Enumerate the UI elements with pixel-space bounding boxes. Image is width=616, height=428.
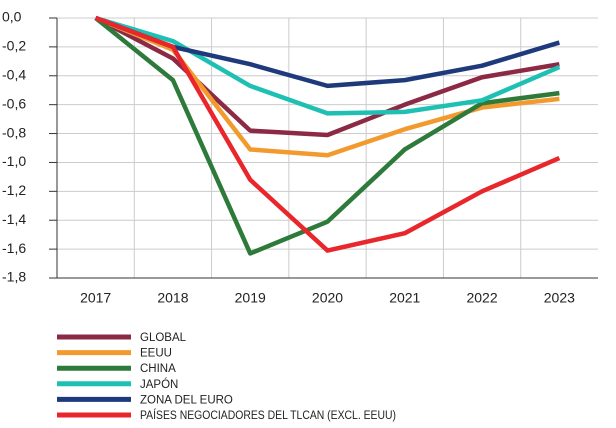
y-tick-label: -0,2 [2, 38, 26, 54]
x-tick-label: 2022 [466, 290, 497, 306]
x-tick-label: 2018 [157, 290, 188, 306]
legend-label: PAÍSES NEGOCIADORES DEL TLCAN (EXCL. EEU… [140, 409, 396, 422]
series-line [94, 15, 561, 116]
legend-label: ZONA DEL EURO [140, 394, 233, 406]
x-tick-label: 2019 [235, 290, 266, 306]
series-line [94, 15, 561, 253]
y-tick-label: -0,8 [2, 124, 26, 140]
legend-label: JAPÓN [140, 378, 178, 391]
y-tick-label: -1,0 [2, 153, 26, 169]
y-tick-label: -1,2 [2, 182, 26, 198]
y-tick-label: -1,6 [2, 240, 26, 256]
y-tick-label: -1,8 [2, 269, 26, 285]
x-tick-label: 2017 [80, 290, 111, 306]
legend-label: CHINA [140, 363, 176, 375]
y-tick-label: 0,0 [2, 9, 22, 25]
x-tick-label: 2023 [544, 290, 575, 306]
y-tick-label: -0,4 [2, 66, 26, 82]
x-tick-label: 2021 [389, 290, 420, 306]
series-line [94, 16, 560, 256]
series-line [94, 16, 560, 138]
y-tick-label: -0,6 [2, 95, 26, 111]
legend-label: GLOBAL [140, 332, 187, 344]
x-tick-label: 2020 [312, 290, 343, 306]
y-tick-label: -1,4 [2, 211, 26, 227]
legend-label: EEUU [140, 348, 172, 360]
